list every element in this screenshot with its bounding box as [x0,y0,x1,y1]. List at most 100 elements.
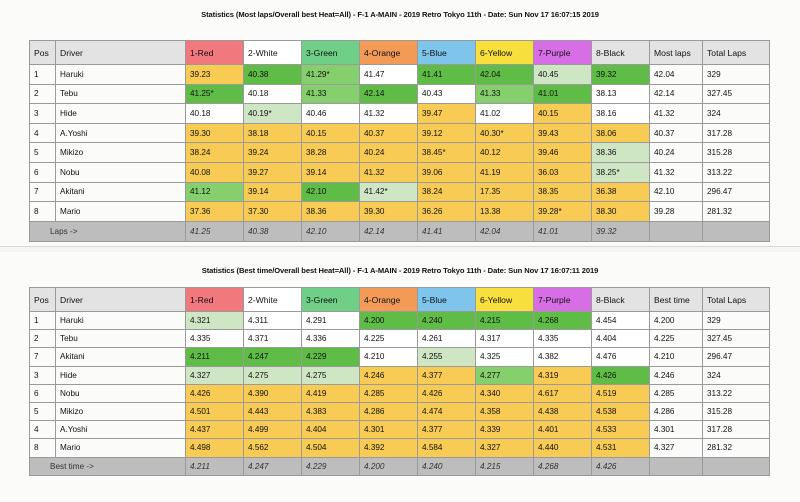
driver-cell: Akitani [55,347,186,367]
heat-cell: 41.32 [359,103,418,124]
heat-cell: 39.28* [533,201,592,222]
best-cell: 4.286 [649,401,703,422]
total-cell: 296.47 [702,347,770,367]
heat-cell: 38.36 [591,142,650,163]
heat-cell: 40.18 [243,83,302,105]
best-cell: 4.327 [649,438,703,458]
heat-cell: 40.38 [243,64,302,85]
table-row: 1 Haruki 39.23 40.38 41.29* 41.47 41.41 42.04 40… [29,64,770,85]
table-row: 8 Mario 4.498 4.562 4.504 4.392 4.584 4.327 4.44… [29,438,770,458]
best-cell: 4.301 [649,420,703,440]
heat-cell: 4.538 [591,401,650,422]
laps-header-3-green: 3-Green [301,40,360,65]
time-summary-row: Best time -> 4.211 4.247 4.229 4.200 4.240 4.2… [29,456,770,476]
table-row: 2 Tebu 4.335 4.371 4.336 4.225 4.261 4.317 4.335… [29,329,770,349]
heat-cell: 4.443 [243,401,302,422]
total-cell: 324 [702,365,770,385]
time-header-3-green: 3-Green [301,287,360,312]
driver-cell: Haruki [55,64,186,85]
heat-cell: 4.255 [417,347,476,367]
best-cell: 40.37 [649,122,703,144]
heat-cell: 39.30 [185,122,244,144]
heat-cell: 4.215 [475,310,534,331]
heat-cell: 4.327 [185,365,244,385]
best-cell: 42.04 [649,64,703,85]
time-title: Statistics (Best time/Overall best Heat=… [201,266,599,275]
total-cell: 324 [702,103,770,124]
pos-cell: 6 [29,161,56,183]
summary-cell: 41.01 [533,220,592,242]
summary-cell: 42.14 [359,220,418,242]
summary-cell: 4.240 [417,456,476,476]
driver-cell: Haruki [55,310,186,331]
heat-cell: 41.19 [475,161,534,183]
heat-cell: 36.26 [417,201,476,222]
heat-cell: 38.35 [533,181,592,203]
heat-cell: 4.336 [301,329,360,349]
best-cell: 41.32 [649,161,703,183]
heat-cell: 4.474 [417,401,476,422]
heat-cell: 4.498 [185,438,244,458]
heat-cell: 42.04 [475,64,534,85]
heat-cell: 36.38 [591,181,650,203]
laps-header-2-white: 2-White [243,40,302,65]
total-cell: 315.28 [702,401,770,422]
table-row: 3 Hide 4.327 4.275 4.275 4.246 4.377 4.277 4.319… [29,365,770,385]
heat-cell: 4.440 [533,438,592,458]
heat-cell: 38.24 [417,181,476,203]
time-header-1-red: 1-Red [185,287,244,312]
heat-cell: 4.229 [301,347,360,367]
heat-cell: 40.45 [533,64,592,85]
table-row: 4 A.Yoshi 4.437 4.499 4.404 4.301 4.377 4.339 4.… [29,420,770,440]
pos-cell: 2 [29,83,56,105]
laps-header-1-red: 1-Red [185,40,244,65]
heat-cell: 39.14 [243,181,302,203]
heat-cell: 4.277 [475,365,534,385]
best-cell: 39.28 [649,201,703,222]
time-header-pos: Pos [29,287,56,312]
laps-header-7-purple: 7-Purple [533,40,592,65]
driver-cell: Mikizo [55,142,186,163]
summary-cell: 41.41 [417,220,476,242]
table-row: 6 Nobu 40.08 39.27 39.14 41.32 39.06 41.19 36.03… [29,161,770,183]
heat-cell: 38.25* [591,161,650,183]
heat-cell: 40.12 [475,142,534,163]
total-cell: 313.22 [702,383,770,403]
heat-cell: 40.15 [301,122,360,144]
best-cell: 42.14 [649,83,703,105]
heat-cell: 4.268 [533,310,592,331]
heat-cell: 4.261 [417,329,476,349]
driver-cell: Mikizo [55,401,186,422]
heat-cell: 38.24 [185,142,244,163]
laps-header-6-yellow: 6-Yellow [475,40,534,65]
total-cell: 281.32 [702,201,770,222]
driver-cell: Tebu [55,329,186,349]
driver-cell: Nobu [55,161,186,183]
pos-cell: 8 [29,201,56,222]
heat-cell: 4.211 [185,347,244,367]
heat-cell: 4.562 [243,438,302,458]
laps-header-8-black: 8-Black [591,40,650,65]
heat-cell: 4.321 [185,310,244,331]
heat-cell: 41.33 [301,83,360,105]
heat-cell: 4.438 [533,401,592,422]
time-header-5-blue: 5-Blue [417,287,476,312]
time-header-total-laps: Total Laps [702,287,770,312]
time-header-best-time: Best time [649,287,703,312]
time-table: Pos Driver 1-Red 2-White 3-Green 4-Orange 5-Bl… [29,287,770,476]
heat-cell: 4.335 [185,329,244,349]
heat-cell: 4.275 [301,365,360,385]
heat-cell: 4.426 [591,365,650,385]
heat-cell: 4.225 [359,329,418,349]
heat-cell: 4.317 [475,329,534,349]
heat-cell: 40.24 [359,142,418,163]
driver-cell: Hide [55,103,186,124]
heat-cell: 39.24 [243,142,302,163]
heat-cell: 41.42* [359,181,418,203]
driver-cell: Mario [55,201,186,222]
heat-cell: 4.335 [533,329,592,349]
laps-summary-row: Laps -> 41.25 40.38 42.10 42.14 41.41 42.04 41.… [29,220,770,242]
total-cell: 327.45 [702,329,770,349]
heat-cell: 38.36 [301,201,360,222]
time-header-2-white: 2-White [243,287,302,312]
